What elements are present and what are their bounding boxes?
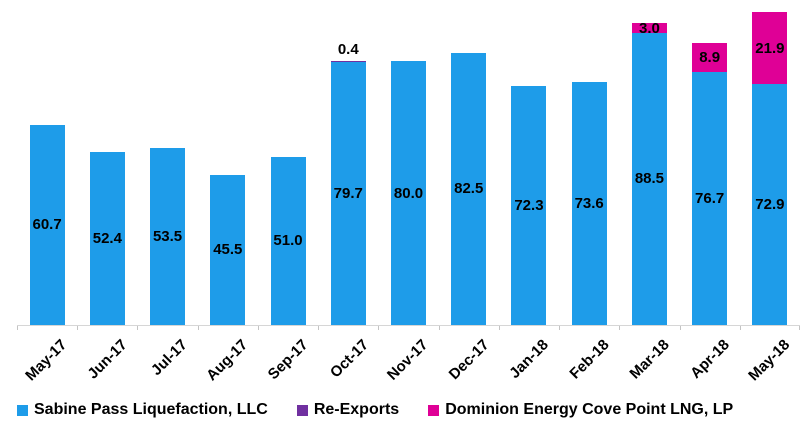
legend-item-re-exports: Re-Exports bbox=[296, 401, 400, 419]
value-label: 3.0 bbox=[638, 19, 660, 37]
x-axis-tick bbox=[498, 326, 500, 330]
x-axis-tick bbox=[438, 326, 440, 330]
x-axis-label: Nov-17 bbox=[384, 336, 432, 384]
x-axis-label: Aug-17 bbox=[203, 336, 252, 385]
bar-segment: 21.9 bbox=[752, 12, 788, 85]
legend-label: Sabine Pass Liquefaction, LLC bbox=[34, 401, 268, 418]
value-label: 45.5 bbox=[213, 241, 243, 259]
bar-segment: 79.7 bbox=[330, 62, 366, 325]
legend-item-sabine-pass: Sabine Pass Liquefaction, LLC bbox=[17, 401, 268, 419]
value-label: 53.5 bbox=[152, 228, 183, 246]
legend-label: Dominion Energy Cove Point LNG, LP bbox=[445, 401, 734, 418]
bar-segment: 52.4 bbox=[89, 152, 125, 325]
x-axis-tick bbox=[739, 326, 741, 330]
value-label: 0.4 bbox=[337, 40, 359, 58]
x-axis-tick bbox=[378, 326, 380, 330]
value-label: 51.0 bbox=[273, 232, 303, 250]
value-label: 82.5 bbox=[454, 180, 484, 198]
bar-segment: 8.9 bbox=[692, 42, 728, 72]
legend-swatch-purple-icon bbox=[296, 404, 308, 416]
x-axis-label: Dec-17 bbox=[445, 336, 493, 384]
x-axis-tick bbox=[77, 326, 79, 330]
x-axis-label: May-17 bbox=[22, 336, 71, 385]
value-label: 88.5 bbox=[634, 170, 665, 188]
x-axis-label: Oct-17 bbox=[326, 336, 372, 382]
bar-segment: 82.5 bbox=[451, 52, 487, 325]
x-axis-label: Jul-17 bbox=[148, 336, 191, 379]
legend-swatch-magenta-icon bbox=[428, 404, 440, 416]
bar-segment: 51.0 bbox=[270, 156, 306, 325]
bar-segment: 45.5 bbox=[210, 174, 246, 325]
value-label: 73.6 bbox=[574, 195, 604, 213]
bar-segment: 72.3 bbox=[511, 86, 547, 325]
x-axis-tick bbox=[619, 326, 621, 330]
bar-segment: 73.6 bbox=[571, 82, 607, 325]
x-axis-label: Jun-17 bbox=[84, 336, 131, 383]
bar-segment: 60.7 bbox=[29, 124, 65, 325]
x-axis-tick bbox=[679, 326, 681, 330]
bar-segment: 0.4 bbox=[330, 42, 366, 62]
bar-segment: 88.5 bbox=[631, 32, 667, 325]
x-axis-tick bbox=[559, 326, 561, 330]
bar-segment: 80.0 bbox=[391, 61, 426, 325]
value-label: 80.0 bbox=[393, 184, 424, 202]
value-label: 8.9 bbox=[699, 48, 721, 66]
value-label: 60.7 bbox=[32, 216, 62, 234]
bar-segment: 72.9 bbox=[752, 84, 788, 325]
bar-segment: 76.7 bbox=[692, 71, 728, 325]
value-label: 72.9 bbox=[755, 196, 785, 214]
x-axis-label: Sep-17 bbox=[264, 336, 312, 384]
legend-label: Re-Exports bbox=[313, 401, 400, 418]
x-axis-label: Feb-18 bbox=[566, 336, 613, 383]
x-axis-tick bbox=[17, 326, 18, 330]
value-label: 52.4 bbox=[92, 230, 122, 248]
legend-swatch-blue-icon bbox=[17, 404, 28, 416]
value-label: 79.7 bbox=[333, 185, 363, 202]
x-axis-tick bbox=[137, 326, 139, 330]
legend: Sabine Pass Liquefaction, LLC Re-Exports… bbox=[17, 401, 733, 419]
value-label: 72.3 bbox=[514, 197, 544, 215]
plot-area: 60.7 52.4 53.5 45.5 51.0 79.7 0.4 80.0 82.5 72.3 7… bbox=[29, 12, 788, 325]
x-axis-label: May-18 bbox=[745, 336, 794, 385]
legend-item-dominion-cove-point: Dominion Energy Cove Point LNG, LP bbox=[428, 401, 733, 419]
x-axis-tick bbox=[257, 326, 259, 330]
bar-segment: 3.0 bbox=[631, 19, 667, 37]
x-axis-tick bbox=[197, 326, 199, 330]
value-label: 76.7 bbox=[695, 189, 725, 207]
x-axis-label: Apr-18 bbox=[687, 336, 733, 382]
value-label: 21.9 bbox=[755, 39, 785, 57]
x-axis-line bbox=[17, 325, 800, 326]
x-axis-label: Mar-18 bbox=[626, 336, 673, 383]
x-axis-tick bbox=[318, 326, 320, 330]
x-axis-label: Jan-18 bbox=[506, 336, 553, 382]
bar-segment: 53.5 bbox=[150, 148, 186, 325]
